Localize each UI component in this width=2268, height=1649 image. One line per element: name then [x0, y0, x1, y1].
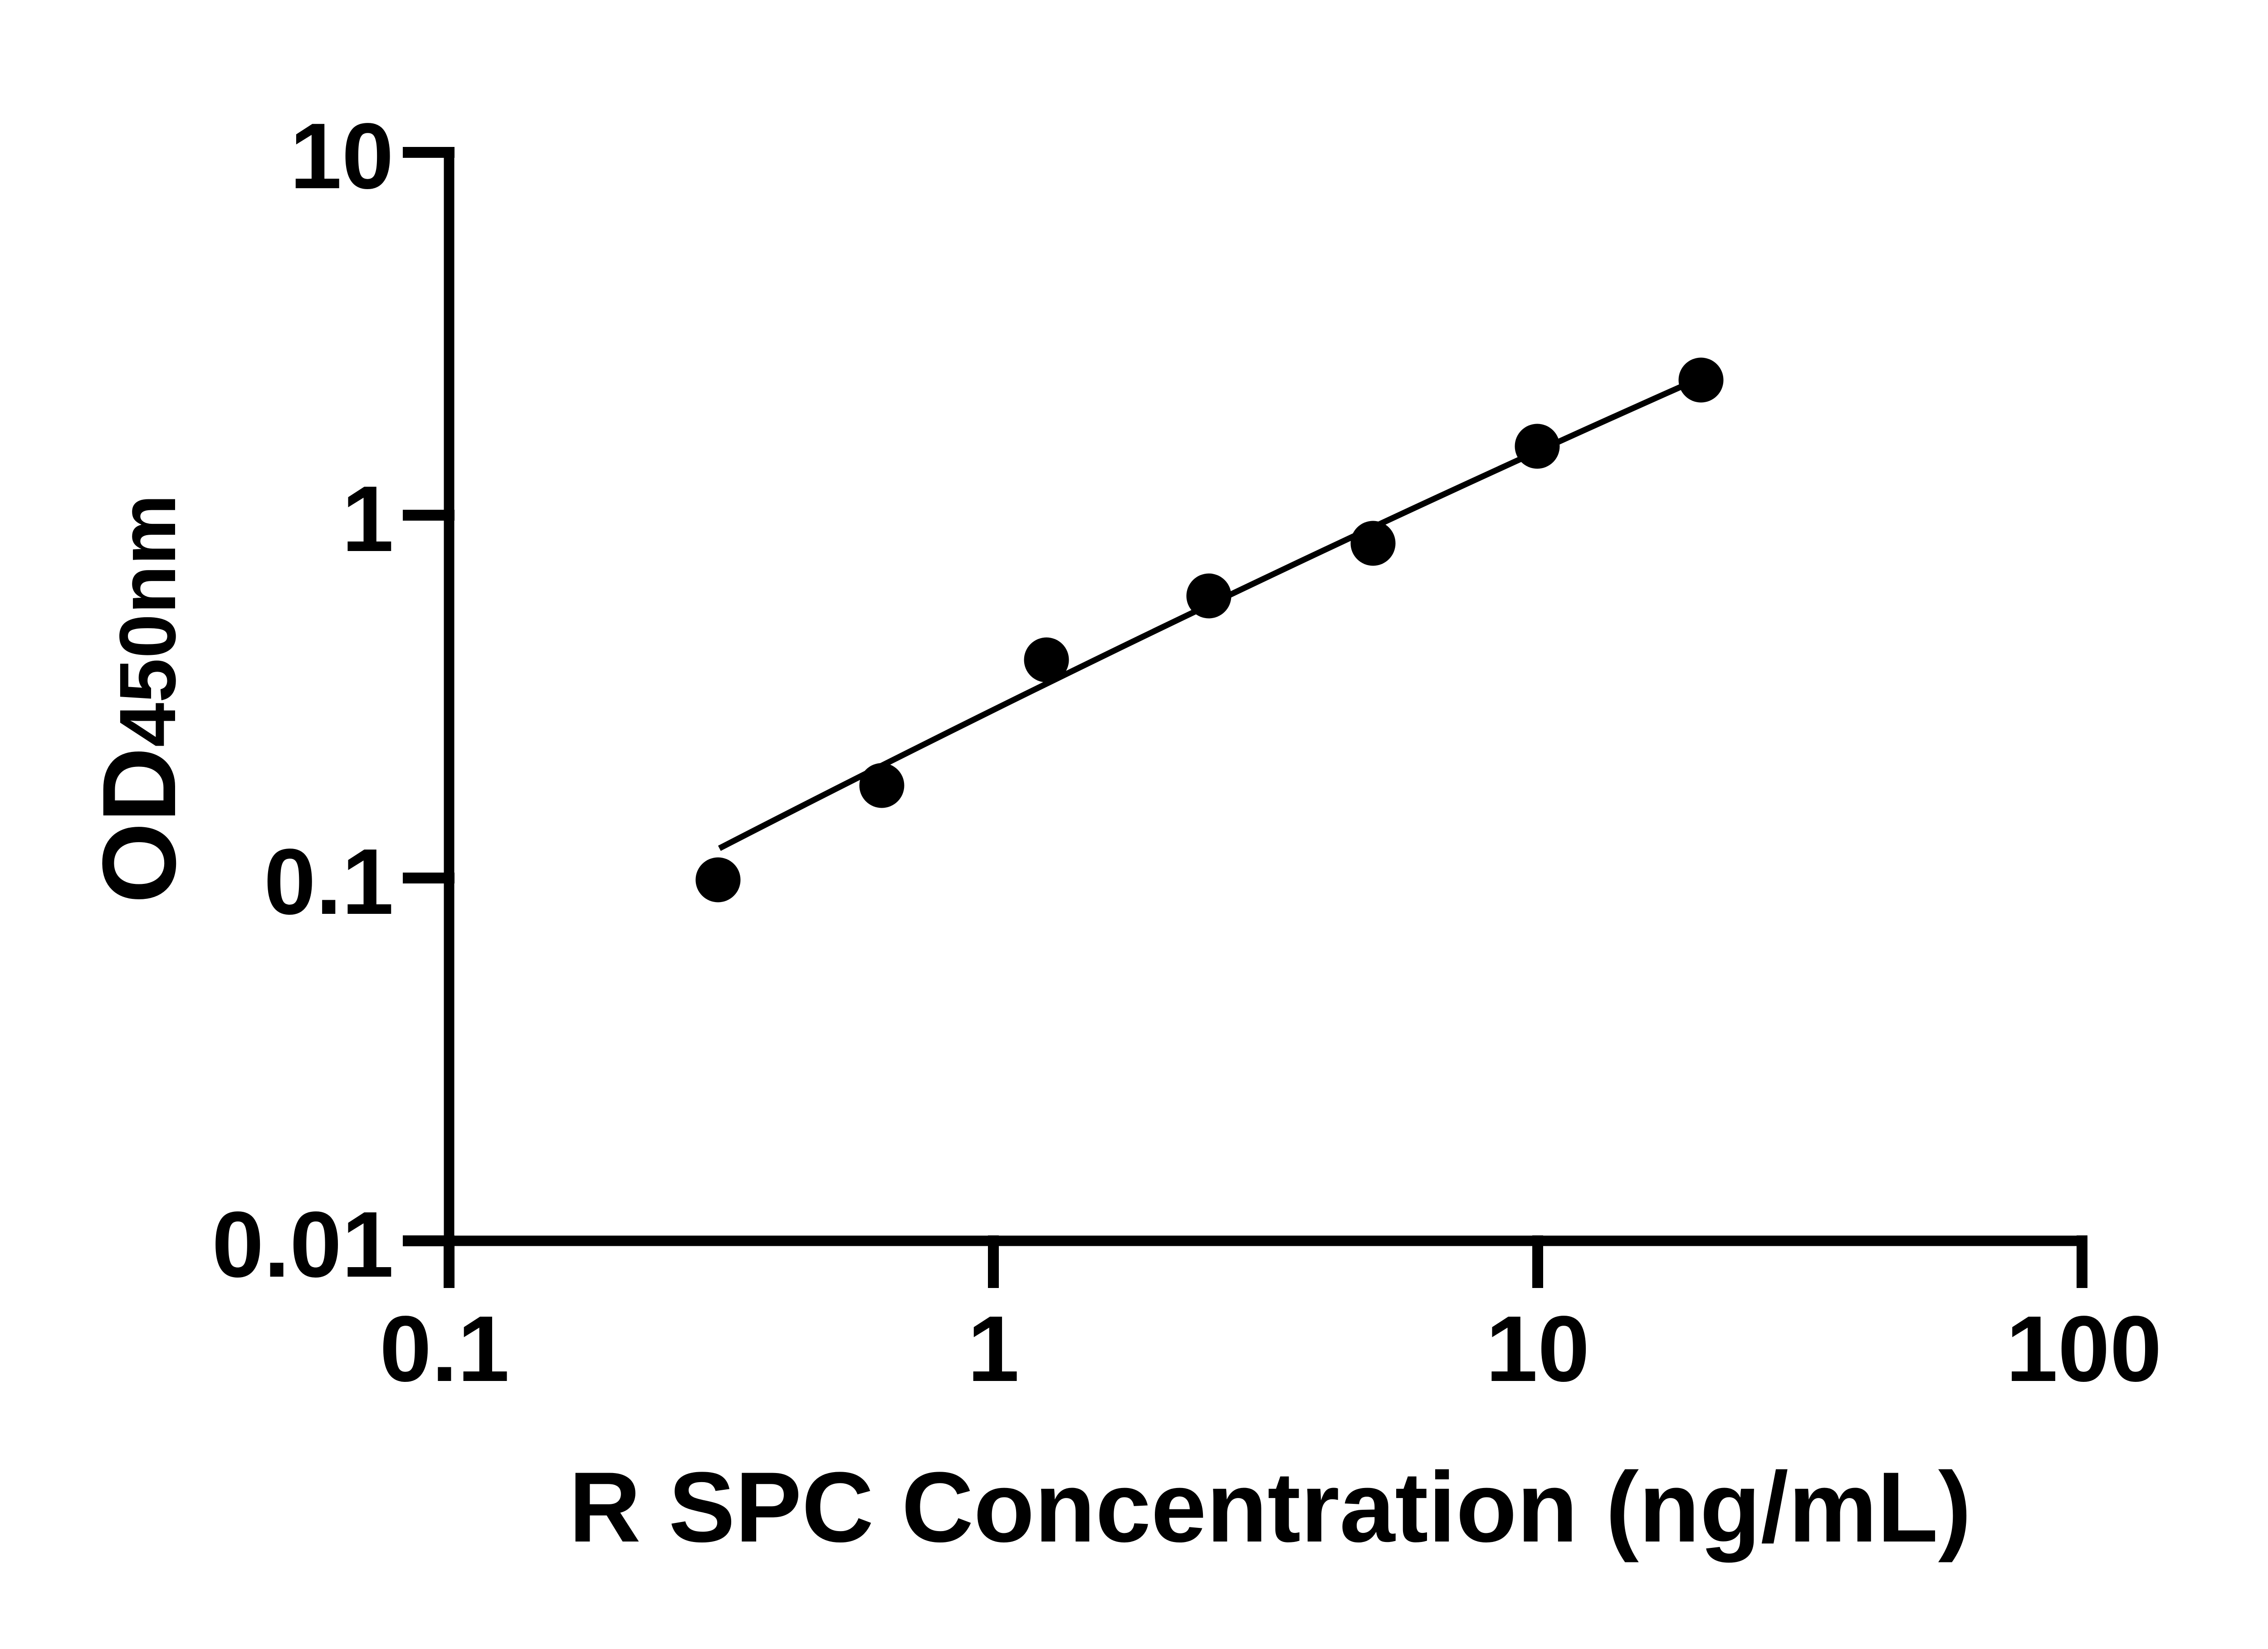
- svg-text:100: 100: [2006, 1297, 2162, 1401]
- svg-text:1: 1: [342, 467, 394, 571]
- svg-text:10: 10: [290, 104, 394, 208]
- svg-text:0.01: 0.01: [212, 1192, 394, 1297]
- svg-text:0.1: 0.1: [380, 1297, 509, 1401]
- svg-text:0.1: 0.1: [264, 829, 394, 934]
- svg-text:R SPC Concentration (ng/mL): R SPC Concentration (ng/mL): [569, 1451, 1971, 1563]
- svg-text:10: 10: [1486, 1297, 1589, 1401]
- svg-text:1: 1: [968, 1297, 1020, 1401]
